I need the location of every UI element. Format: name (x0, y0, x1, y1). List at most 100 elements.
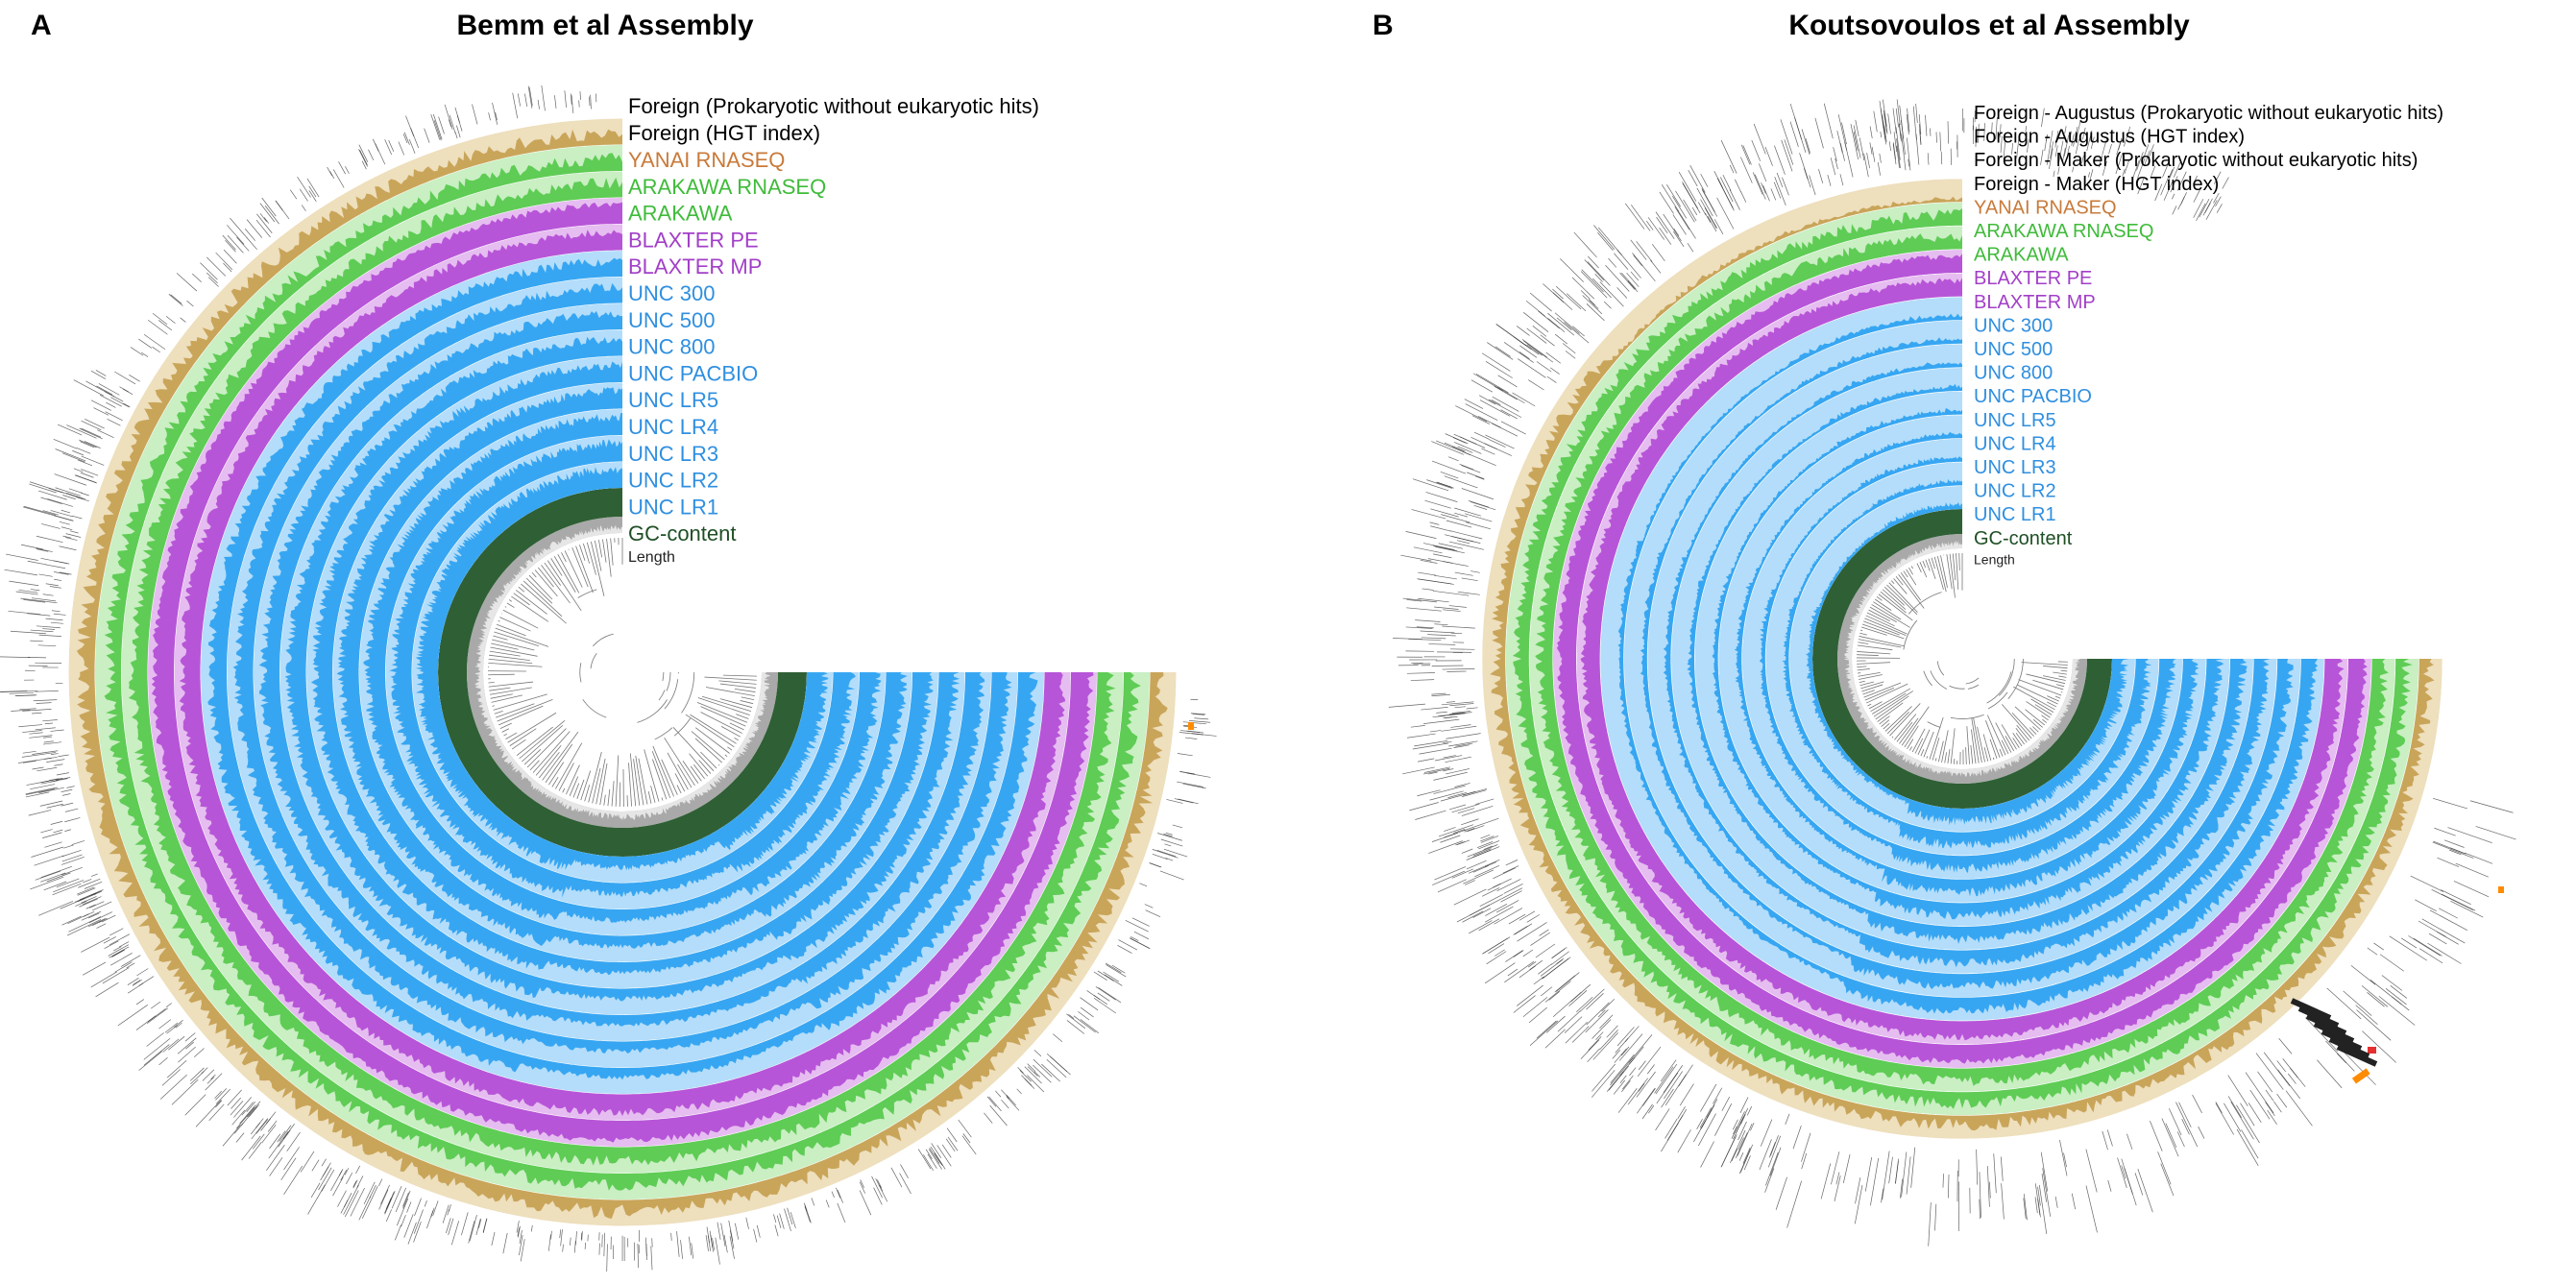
foreign-tick (541, 85, 546, 111)
foreign-tick (83, 911, 95, 917)
foreign-tick (11, 709, 31, 712)
foreign-tick (1033, 1064, 1052, 1083)
foreign-tick (1536, 1020, 1557, 1039)
foreign-tick (554, 95, 557, 109)
foreign-tick (61, 849, 82, 858)
dendrogram-branch (2041, 715, 2049, 721)
foreign-tick (1388, 703, 1425, 708)
foreign-tick (1729, 164, 1735, 174)
foreign-tick (2075, 138, 2079, 155)
foreign-tick (158, 1019, 172, 1030)
foreign-tick (958, 1119, 972, 1138)
foreign-tick (69, 530, 79, 534)
foreign-tick (38, 787, 64, 793)
foreign-tick (1461, 789, 1487, 798)
foreign-tick (929, 1148, 940, 1164)
dendrogram-branch (734, 688, 756, 692)
dendrogram-branch (1941, 730, 1949, 763)
foreign-tick (1402, 766, 1435, 775)
foreign-tick (136, 968, 149, 977)
foreign-tick (191, 273, 202, 283)
dendrogram-branch (505, 732, 518, 739)
dendrogram-branch (503, 733, 508, 737)
foreign-tick (35, 690, 59, 692)
foreign-tick (879, 1184, 884, 1192)
foreign-tick (66, 424, 97, 439)
foreign-tick (1194, 717, 1209, 720)
dendrogram-branch (547, 560, 582, 612)
dendrogram-branch (493, 693, 547, 711)
dendrogram-branch (1862, 690, 1876, 695)
foreign-tick (2069, 131, 2072, 142)
foreign-tick (1915, 103, 1918, 124)
foreign-tick (1647, 217, 1665, 240)
foreign-tick (1720, 1136, 1737, 1168)
foreign-tick (1774, 145, 1786, 175)
ring-label: UNC PACBIO (1974, 386, 2092, 407)
dendrogram-branch (557, 553, 580, 594)
foreign-tick (2115, 153, 2124, 175)
foreign-tick (1564, 1016, 1583, 1033)
foreign-tick (1883, 133, 1886, 140)
foreign-tick (2034, 1183, 2041, 1216)
foreign-tick (1535, 943, 1556, 958)
foreign-tick (2081, 127, 2086, 140)
dendrogram-branch (492, 639, 535, 651)
dendrogram-branch (499, 617, 531, 632)
foreign-tick (589, 96, 591, 107)
foreign-tick (2144, 150, 2151, 166)
dendrogram-branch (1973, 717, 1982, 763)
dendrogram-branch (1930, 670, 1948, 690)
foreign-tick (133, 980, 141, 985)
foreign-tick (873, 1187, 883, 1205)
dendrogram-branch (1944, 752, 1948, 763)
dendrogram-branch (1908, 592, 1942, 615)
foreign-tick (275, 201, 290, 220)
foreign-tick (1448, 712, 1465, 715)
foreign-tick (40, 872, 66, 883)
foreign-tick (1896, 145, 1900, 168)
foreign-tick (1586, 1002, 1610, 1026)
foreign-tick (1696, 187, 1713, 217)
foreign-tick (1547, 312, 1575, 336)
foreign-tick (297, 176, 311, 198)
foreign-tick (113, 946, 122, 952)
foreign-tick (1586, 303, 1605, 322)
foreign-tick (516, 1221, 520, 1233)
dendrogram-branch (1910, 566, 1913, 569)
foreign-tick (1608, 257, 1617, 268)
foreign-tick (55, 777, 71, 781)
foreign-tick (256, 213, 273, 233)
foreign-tick (207, 1077, 215, 1084)
dendrogram-branch (2026, 673, 2066, 685)
ring-gc-content (1810, 507, 2114, 811)
dendrogram-branch (518, 586, 525, 593)
ring-label: ARAKAWA RNASEQ (1974, 221, 2153, 242)
foreign-tick (2199, 198, 2210, 218)
foreign-tick (320, 1166, 329, 1181)
foreign-tick (269, 1133, 281, 1150)
dendrogram-branch (575, 545, 594, 594)
ring-separator (67, 117, 1178, 1227)
foreign-tick (1910, 1147, 1916, 1188)
foreign-tick (1186, 730, 1200, 733)
panel-b: B Koutsovoulos et al Assembly Foreign - … (1288, 0, 2576, 1284)
foreign-tick (1504, 960, 1535, 983)
dendrogram-branch (677, 763, 693, 788)
dendrogram-branch (1861, 623, 1905, 640)
dendrogram-branch (506, 602, 515, 608)
foreign-tick (1188, 719, 1211, 723)
foreign-tick (1172, 824, 1183, 829)
foreign-tick (1979, 1172, 1981, 1218)
foreign-tick (1585, 1009, 1609, 1033)
foreign-tick (475, 1218, 481, 1236)
foreign-tick (2176, 171, 2187, 191)
foreign-tick (1493, 867, 1516, 880)
foreign-tick (1764, 146, 1773, 166)
foreign-tick (1587, 255, 1599, 269)
ring-label: UNC LR2 (1974, 481, 2056, 502)
foreign-tick (1888, 141, 1891, 152)
foreign-tick (1481, 448, 1495, 455)
foreign-tick (1859, 137, 1865, 161)
foreign-tick (1721, 1096, 1731, 1111)
